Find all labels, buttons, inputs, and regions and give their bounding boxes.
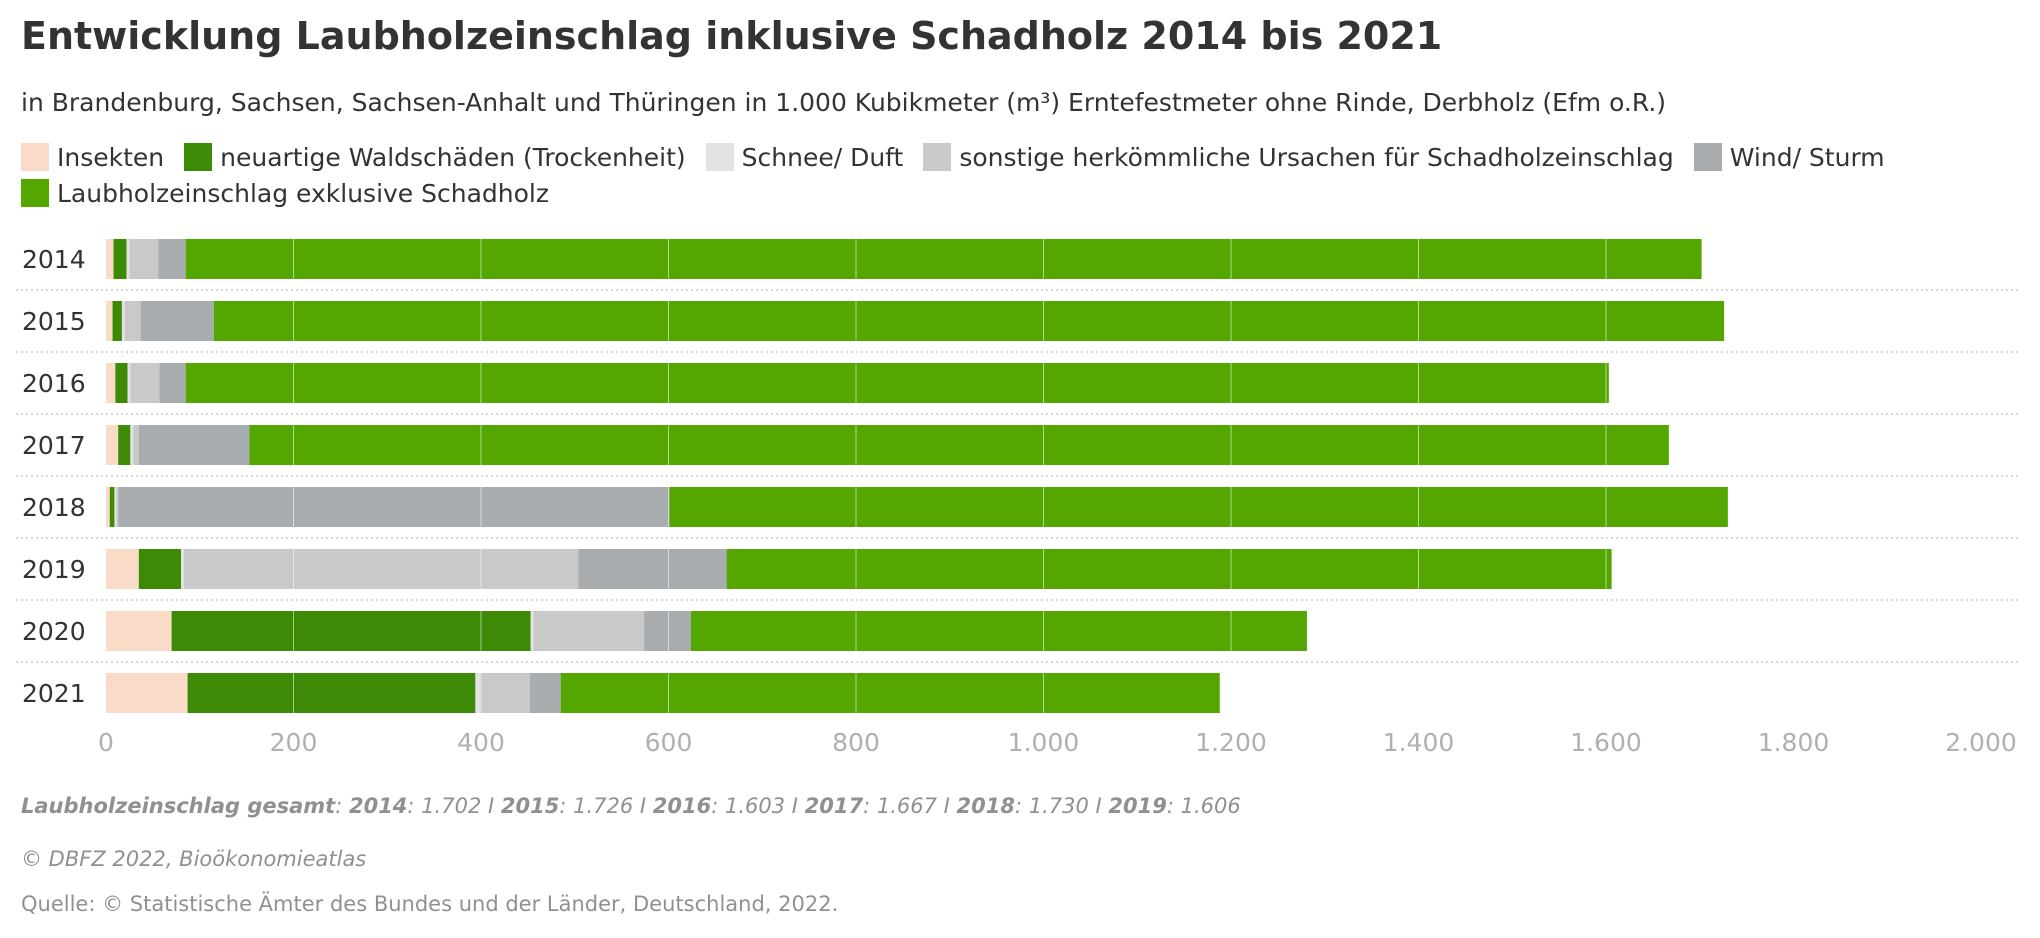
totals-note: Laubholzeinschlag gesamt: 2014: 1.702 I … [21,794,1241,818]
x-tick-label: 2.000 [1945,728,2017,757]
bar-segment [106,425,118,465]
bar-segment [106,239,114,279]
bar-segment [106,363,115,403]
totals-separator: I [633,794,653,818]
x-tick-label: 1.200 [1195,728,1267,757]
totals-value: 1.606 [1181,794,1241,818]
totals-separator: I [937,794,957,818]
totals-separator: I [481,794,501,818]
totals-year: 2016 [653,794,711,818]
totals-separator: I [1089,794,1109,818]
totals-separator: I [785,794,805,818]
bar-segment [127,239,130,279]
bar-segment [530,673,561,713]
bar-segment [106,301,113,341]
bar-segment [125,301,141,341]
totals-value: 1.730 [1029,794,1089,818]
bar-segment [188,673,476,713]
bar-segment [186,239,1702,279]
totals-value: 1.667 [877,794,937,818]
bar-segment [115,363,127,403]
bar-segment [118,425,130,465]
totals-year: 2014 [349,794,407,818]
totals-year: 2018 [957,794,1015,818]
bar-segment [579,549,727,589]
totals-value: 1.702 [421,794,481,818]
bar-segment [128,363,131,403]
bar-segment [114,239,127,279]
bar-segment [249,425,1668,465]
category-label: 2015 [22,307,86,336]
totals-year: 2019 [1108,794,1166,818]
bar-segment [141,301,214,341]
category-label: 2018 [22,493,86,522]
x-tick-label: 400 [457,728,505,757]
credit-text: © DBFZ 2022, Bioökonomieatlas [21,847,366,871]
bar-segment [534,611,645,651]
bar-segment [172,611,531,651]
totals-year: 2015 [501,794,559,818]
bar-segment [129,239,158,279]
x-tick-label: 1.800 [1758,728,1830,757]
bar-segment [186,363,1609,403]
bar-segment [114,487,116,527]
totals-label: Laubholzeinschlag gesamt [21,794,335,818]
bar-segment [116,487,118,527]
bar-segment [118,487,669,527]
bar-segment [214,301,1724,341]
bar-segment [110,487,115,527]
x-tick-label: 600 [645,728,693,757]
bar-segment [184,549,579,589]
bar-segment [122,301,125,341]
bar-segment [480,673,530,713]
category-label: 2016 [22,369,86,398]
bar-segment [159,363,185,403]
category-label: 2019 [22,555,86,584]
bar-segment [475,673,480,713]
bar-segment [133,425,139,465]
totals-value: 1.726 [573,794,633,818]
bar-segment [139,549,181,589]
bar-segment [130,363,159,403]
category-label: 2020 [22,617,86,646]
bar-segment [691,611,1307,651]
x-tick-label: 1.600 [1570,728,1642,757]
x-tick-label: 1.400 [1383,728,1455,757]
bar-segment [531,611,534,651]
category-label: 2014 [22,245,86,274]
bar-segment [181,549,184,589]
bar-segment [727,549,1612,589]
category-label: 2017 [22,431,86,460]
source-text: Quelle: © Statistische Ämter des Bundes … [21,892,838,916]
bar-chart: 2014 2015 2016 2017 2018 2019 2020 2021 0 200 400 6… [0,0,2040,780]
x-tick-label: 1.000 [1008,728,1080,757]
x-tick-label: 0 [98,728,114,757]
x-tick-label: 800 [832,728,880,757]
bar-segment [106,673,188,713]
totals-value: 1.603 [725,794,785,818]
bar-segment [113,301,122,341]
bar-segment [106,549,139,589]
bar-segment [644,611,691,651]
category-label: 2021 [22,679,86,708]
totals-year: 2017 [805,794,863,818]
x-tick-label: 200 [270,728,318,757]
bar-segment [159,239,186,279]
bar-segment [139,425,250,465]
bar-segment [106,611,172,651]
bar-segment [669,487,1727,527]
bar-segment [130,425,133,465]
bar-segment [561,673,1220,713]
bar-segment [106,487,110,527]
